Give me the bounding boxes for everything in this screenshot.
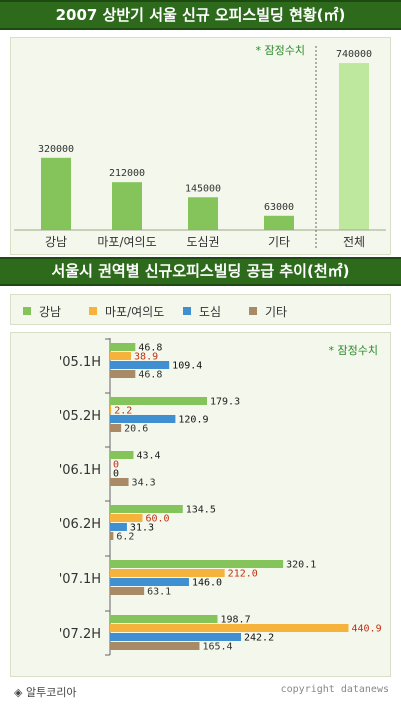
source-label: ◈ 알투코리아 [14,686,77,699]
bar-2-3 [110,478,129,486]
category-label-1: '05.2H [59,409,101,424]
bar-0-0 [110,343,136,351]
bar-value-label-2: 145000 [185,183,221,194]
legend-item-gita: 기타 [249,303,287,320]
bar-1-0 [110,397,207,405]
chart1-note: * 잠정수치 [256,44,305,57]
bar-1 [112,182,142,230]
bar-value-label-2-1: 0 [113,460,119,471]
bar-value-label-4-2: 146.0 [192,578,222,589]
bar-value-label-0-3: 46.8 [138,370,162,381]
bar-value-label-5-3: 165.4 [202,642,232,653]
category-label-4: 전체 [343,235,365,249]
bar-3-1 [110,514,143,522]
chart2-title: 서울시 권역별 신규오피스빌딩 공급 추이(천㎡) [0,257,401,286]
bar-1-2 [110,415,176,423]
bar-3-0 [110,505,183,513]
bar-value-label-2-3: 34.3 [132,478,156,489]
bar-value-label-1-1: 2.2 [114,406,132,417]
category-label-0: 강남 [45,235,67,249]
legend-label-gangnam: 강남 [39,305,62,319]
bar-value-label-5-1: 440.9 [352,624,382,635]
bar-1-3 [110,424,122,432]
chart2-note: * 잠정수치 [329,344,378,357]
bar-value-label-1-0: 179.3 [210,397,240,408]
bar-value-label-1-3: 20.6 [124,424,148,435]
legend-item-dosim: 도심 [183,303,221,320]
bar-3 [264,215,294,230]
bar-value-label-5-0: 198.7 [220,615,250,626]
bar-value-label-4-1: 212.0 [228,569,258,580]
bar-5-2 [110,633,242,641]
legend-swatch-mapo [89,307,97,315]
bar-value-label-3-0: 134.5 [186,505,216,516]
category-label-4: '07.1H [59,572,101,587]
bar-value-label-4-3: 63.1 [147,587,171,598]
bar-value-label-1-2: 120.9 [178,415,208,426]
bar-3-3 [110,532,114,540]
bar-1-1 [110,406,112,414]
category-label-5: '07.2H [59,627,101,642]
chart1-svg: 320000 강남 212000 마포/여의도 145000 도심권 63000 기타 7400… [14,44,386,250]
bar-value-label-0-2: 109.4 [172,361,202,372]
bar-value-label-0-1: 38.9 [134,352,158,363]
bar-4 [339,63,369,230]
bar-value-label-0: 320000 [38,144,74,155]
category-label-0: '05.1H [59,355,101,370]
bar-value-label-3-1: 60.0 [145,514,169,525]
bar-2-0 [110,451,134,459]
legend-item-gangnam: 강남 [23,303,61,320]
bar-value-label-0-0: 46.8 [138,343,162,354]
legend-label-mapo: 마포/여의도 [105,305,165,319]
bar-value-label-3: 63000 [264,202,294,213]
bar-5-3 [110,642,200,650]
bar-4-0 [110,560,284,568]
bar-value-label-4: 740000 [336,49,372,60]
bar-5-1 [110,624,349,632]
bar-value-label-2-0: 43.4 [136,451,160,462]
category-label-2: '06.1H [59,463,101,478]
bar-0-2 [110,361,170,369]
legend-swatch-gita [249,307,257,315]
bar-0-3 [110,370,136,378]
bar-5-0 [110,615,218,623]
legend-swatch-gangnam [23,307,31,315]
bar-0-1 [110,352,132,360]
chart2-legend: 강남 마포/여의도 도심 기타 [10,294,391,325]
category-label-1: 마포/여의도 [97,235,156,249]
legend-swatch-dosim [183,307,191,315]
bar-value-label-1: 212000 [109,168,145,179]
bar-value-label-3-3: 6.2 [116,532,134,543]
bar-4-3 [110,587,145,595]
category-label-2: 도심권 [186,235,219,249]
chart1-title: 2007 상반기 서울 신규 오피스빌딩 현황(㎡) [0,0,401,30]
bar-4-1 [110,569,225,577]
copyright-label: copyright datanews [280,684,389,695]
legend-item-mapo: 마포/여의도 [89,303,164,320]
bar-3-2 [110,523,127,531]
category-label-3: 기타 [268,235,290,249]
legend-label-gita: 기타 [265,305,288,319]
bar-value-label-2-2: 0 [113,469,119,480]
legend-label-dosim: 도심 [199,305,222,319]
bar-4-2 [110,578,189,586]
category-label-3: '06.2H [59,517,101,532]
bar-value-label-4-0: 320.1 [286,560,316,571]
bar-value-label-5-2: 242.2 [244,633,274,644]
bar-2 [188,197,218,230]
bar-0 [41,157,71,230]
bar-value-label-3-2: 31.3 [130,523,154,534]
